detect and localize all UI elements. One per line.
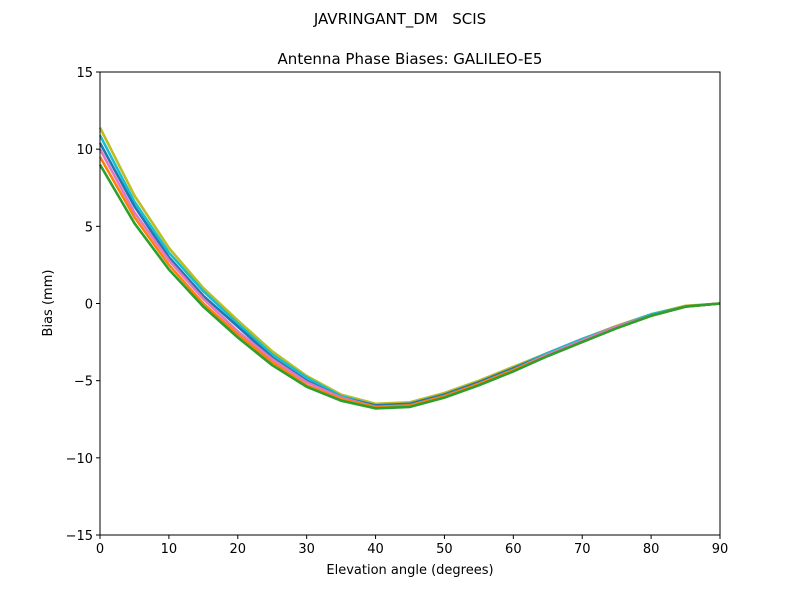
y-tick-label: 0 bbox=[85, 298, 93, 313]
series-line-5 bbox=[98, 163, 721, 410]
x-tick-label: 50 bbox=[436, 542, 453, 557]
y-tick-label: −15 bbox=[66, 529, 93, 544]
suptitle: JAVRINGANT_DM SCIS bbox=[313, 10, 486, 29]
plot-frame bbox=[99, 71, 721, 536]
x-tick-label: 10 bbox=[161, 542, 178, 557]
y-tick-label: −5 bbox=[74, 375, 93, 390]
x-tick-label: 70 bbox=[574, 542, 591, 557]
y-tick-label: 5 bbox=[85, 220, 93, 235]
x-axis-label: Elevation angle (degrees) bbox=[326, 563, 493, 578]
chart-title: Antenna Phase Biases: GALILEO-E5 bbox=[278, 50, 543, 68]
x-tick-label: 60 bbox=[505, 542, 522, 557]
series-lines bbox=[98, 127, 721, 410]
x-tick-label: 90 bbox=[712, 542, 729, 557]
y-axis-label: Bias (mm) bbox=[41, 270, 56, 337]
y-tick-label: 15 bbox=[76, 66, 93, 81]
series-line-1 bbox=[98, 134, 721, 407]
x-tick-label: 0 bbox=[96, 542, 104, 557]
x-tick-label: 30 bbox=[298, 542, 315, 557]
series-line-0 bbox=[98, 127, 721, 406]
x-tick-label: 80 bbox=[643, 542, 660, 557]
x-tick-label: 20 bbox=[230, 542, 247, 557]
x-axis: 0 10 20 30 40 50 60 70 80 90 bbox=[96, 535, 728, 557]
series-line-4 bbox=[98, 156, 721, 409]
y-tick-label: −10 bbox=[66, 452, 93, 467]
y-axis: −15 −10 −5 0 5 10 15 bbox=[66, 66, 100, 544]
y-tick-label: 10 bbox=[76, 143, 93, 158]
x-tick-label: 40 bbox=[367, 542, 384, 557]
